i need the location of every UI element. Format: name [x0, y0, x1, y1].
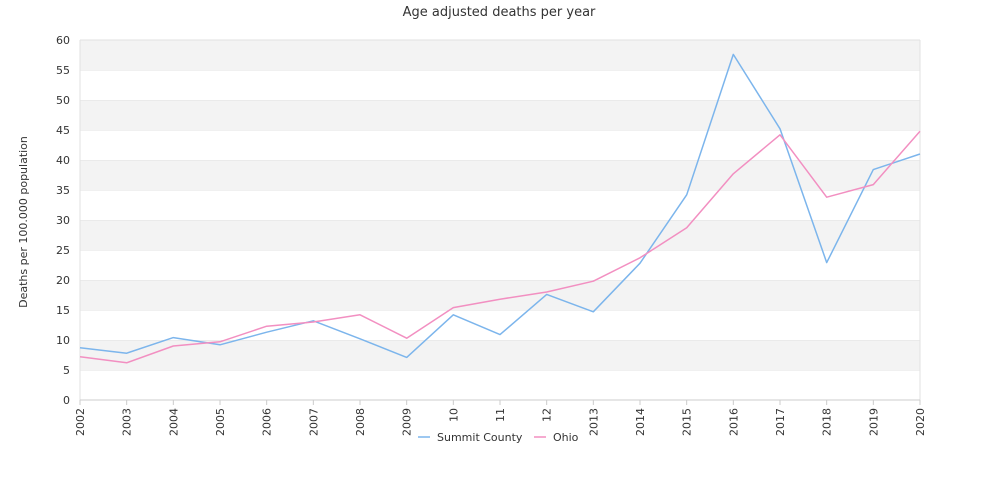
x-tick-label: 2017 [774, 408, 787, 436]
grid-band [80, 130, 920, 160]
y-tick-label: 40 [56, 154, 70, 167]
y-axis-label: Deaths per 100.000 population [17, 136, 30, 308]
grid-band [80, 160, 920, 190]
y-tick-label: 25 [56, 244, 70, 257]
grid-band [80, 100, 920, 130]
grid-band [80, 310, 920, 340]
x-axis-ticks: 2002 2003 2004 2005 2006 2007 2008 2009 10 11 12 20… [74, 400, 927, 436]
legend-label: Ohio [553, 431, 579, 444]
x-tick-label: 2016 [727, 408, 740, 436]
y-tick-label: 35 [56, 184, 70, 197]
chart-title: Age adjusted deaths per year [403, 5, 596, 20]
y-tick-label: 20 [56, 274, 70, 287]
y-tick-label: 45 [56, 124, 70, 137]
x-tick-label: 2009 [401, 408, 414, 436]
x-tick-label: 2015 [681, 408, 694, 436]
x-tick-label: 2013 [587, 408, 600, 436]
grid-band [80, 190, 920, 220]
legend: Summit County Ohio [418, 431, 579, 444]
grid-band [80, 340, 920, 370]
x-tick-label: 2014 [634, 408, 647, 436]
grid-band [80, 280, 920, 310]
y-tick-label: 60 [56, 34, 70, 47]
x-tick-label: 2020 [914, 408, 927, 436]
grid-band [80, 250, 920, 280]
x-tick-label: 2003 [121, 408, 134, 436]
legend-label: Summit County [437, 431, 523, 444]
x-tick-label: 11 [494, 408, 507, 422]
x-tick-label: 2005 [214, 408, 227, 436]
series-lines [79, 53, 921, 364]
grid-band [80, 40, 920, 70]
grid-band [80, 370, 920, 400]
y-tick-label: 10 [56, 334, 70, 347]
legend-item-summit-county[interactable]: Summit County [418, 431, 523, 444]
series-line-summit-county [79, 53, 921, 359]
x-tick-label: 10 [447, 408, 460, 422]
legend-item-ohio[interactable]: Ohio [534, 431, 579, 444]
y-tick-label: 0 [63, 394, 70, 407]
grid-band [80, 220, 920, 250]
x-tick-label: 2018 [821, 408, 834, 436]
grid-bands [79, 39, 921, 401]
x-tick-label: 2008 [354, 408, 367, 436]
y-tick-label: 15 [56, 304, 70, 317]
x-tick-label: 2019 [867, 408, 880, 436]
x-tick-label: 2007 [307, 408, 320, 436]
series-line-ohio [79, 130, 921, 364]
x-tick-label: 2006 [261, 408, 274, 436]
grid-band [80, 70, 920, 100]
y-tick-label: 5 [63, 364, 70, 377]
y-axis-ticks: 0 5 10 15 20 25 30 35 40 45 50 55 60 [56, 34, 70, 407]
y-tick-label: 55 [56, 64, 70, 77]
x-tick-label: 2004 [167, 408, 180, 436]
x-tick-label: 2002 [74, 408, 87, 436]
x-tick-label: 12 [541, 408, 554, 422]
y-tick-label: 50 [56, 94, 70, 107]
y-tick-label: 30 [56, 214, 70, 227]
